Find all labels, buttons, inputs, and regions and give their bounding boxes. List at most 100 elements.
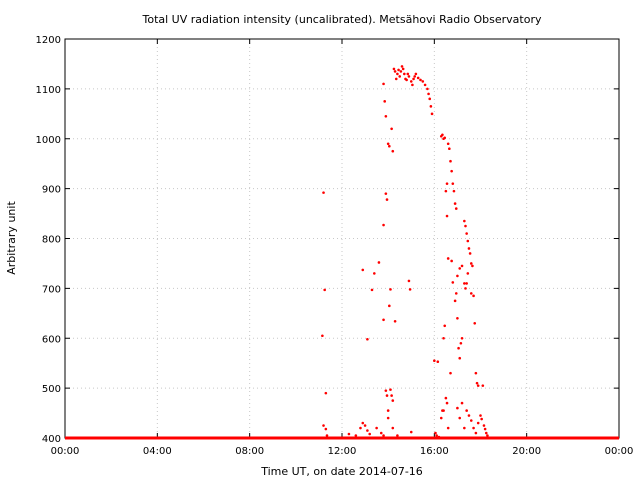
data-point — [472, 294, 475, 298]
data-point — [405, 78, 408, 82]
data-point — [450, 259, 453, 263]
data-point — [458, 356, 462, 360]
data-point — [464, 224, 467, 228]
data-point — [366, 337, 369, 341]
data-point — [370, 288, 374, 292]
data-point — [391, 399, 395, 402]
data-point — [466, 239, 470, 243]
data-point — [375, 426, 378, 430]
data-point — [384, 389, 388, 392]
data-point — [474, 431, 478, 435]
data-point — [483, 427, 487, 431]
data-point — [437, 435, 441, 439]
y-tick-label: 400 — [42, 434, 61, 445]
data-point — [323, 288, 326, 292]
data-point — [366, 429, 369, 432]
data-point — [389, 388, 392, 391]
data-point — [409, 80, 413, 83]
data-point — [463, 219, 466, 223]
grid-lines — [65, 39, 619, 438]
data-point — [467, 414, 471, 417]
data-point — [390, 394, 393, 397]
data-point — [419, 78, 422, 82]
data-point — [391, 149, 395, 153]
data-point — [390, 127, 393, 131]
data-point — [442, 409, 445, 412]
data-point — [384, 115, 388, 118]
data-point — [398, 75, 402, 78]
data-point — [480, 417, 483, 421]
data-point — [479, 414, 482, 417]
x-tick-label: 20:00 — [512, 446, 541, 457]
y-tick-label: 1000 — [36, 135, 61, 146]
data-point — [436, 360, 440, 363]
x-tick-label: 00:00 — [51, 446, 80, 457]
data-point — [472, 426, 475, 430]
data-point — [414, 72, 418, 76]
data-point — [481, 384, 485, 387]
data-point — [435, 434, 438, 437]
x-tick-labels: 00:00 04:00 08:00 12:00 16:00 20:00 00:00 — [51, 446, 634, 457]
x-tick-label: 16:00 — [420, 446, 449, 457]
data-point — [465, 409, 468, 412]
data-point — [429, 105, 433, 108]
data-point — [453, 299, 457, 303]
data-point — [379, 431, 383, 435]
data-point — [473, 321, 477, 325]
data-point — [469, 292, 473, 295]
data-point — [383, 100, 387, 103]
y-tick-label: 500 — [42, 384, 61, 395]
data-point — [457, 346, 460, 350]
data-point — [446, 257, 450, 260]
data-point — [444, 396, 448, 400]
data-point — [386, 409, 390, 412]
data-point — [325, 434, 329, 437]
data-point — [388, 304, 391, 308]
x-tick-label: 12:00 — [328, 446, 357, 457]
data-point — [445, 214, 449, 218]
data-point — [460, 264, 464, 268]
data-point — [392, 67, 396, 71]
data-point — [426, 87, 429, 91]
data-points — [321, 65, 489, 439]
data-point — [347, 432, 351, 436]
data-point — [465, 282, 468, 285]
data-point — [385, 394, 389, 397]
data-point — [446, 426, 450, 430]
data-point — [468, 252, 472, 255]
data-point — [465, 232, 468, 235]
data-point — [393, 319, 397, 323]
data-point — [453, 202, 457, 205]
data-point — [413, 75, 417, 78]
data-point — [451, 281, 455, 284]
data-point — [322, 191, 325, 194]
x-tick-label: 08:00 — [235, 446, 264, 457]
data-point — [411, 83, 414, 87]
data-point — [456, 406, 459, 410]
data-point — [427, 92, 430, 96]
data-point — [321, 334, 324, 338]
data-point — [463, 426, 466, 430]
data-point — [397, 68, 400, 72]
data-point — [476, 421, 480, 425]
y-tick-label: 1100 — [36, 85, 61, 96]
data-point — [396, 72, 399, 76]
data-point — [394, 77, 398, 81]
data-point — [454, 207, 458, 210]
data-point — [401, 67, 405, 71]
data-point — [451, 182, 455, 185]
y-tick-label: 1200 — [36, 35, 61, 46]
data-point — [456, 274, 459, 278]
data-point — [354, 434, 358, 437]
data-point — [430, 112, 434, 116]
data-point — [476, 384, 480, 387]
data-point — [460, 336, 464, 340]
data-point — [459, 341, 463, 345]
data-point — [449, 159, 452, 163]
data-point — [474, 371, 478, 375]
x-tick-label: 00:00 — [605, 446, 634, 457]
data-point — [391, 426, 395, 430]
data-point — [407, 279, 411, 283]
y-tick-labels: 400 500 600 700 800 900 1000 1100 1200 — [36, 35, 61, 445]
chart-title: Total UV radiation intensity (uncalibrat… — [142, 13, 542, 26]
